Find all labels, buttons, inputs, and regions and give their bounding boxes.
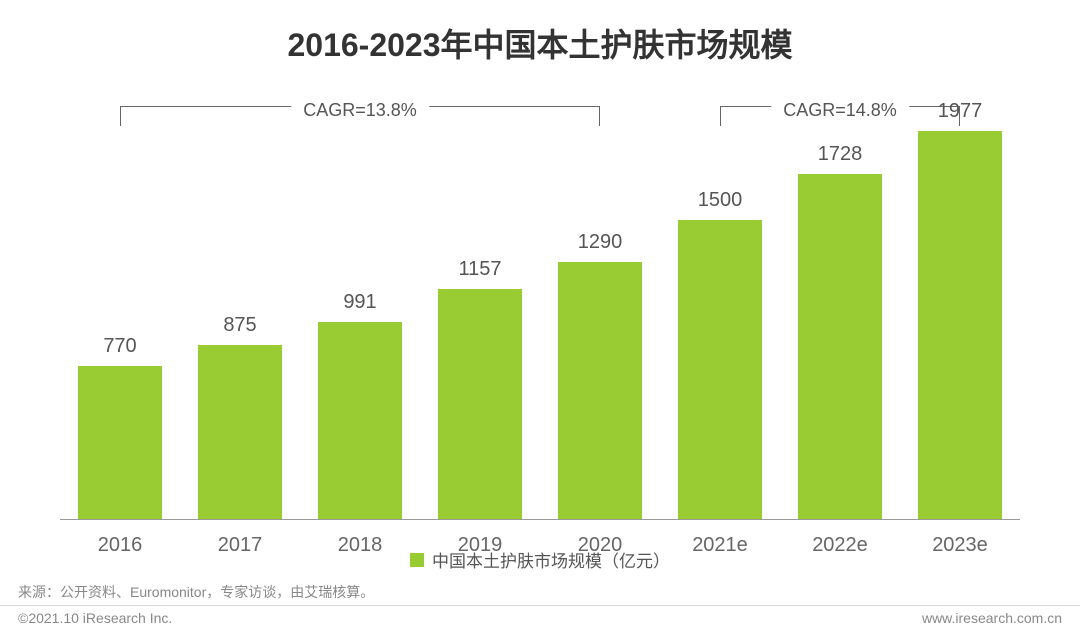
- plot-area: CAGR=13.8%CAGR=14.8% 7702016875201799120…: [60, 100, 1020, 520]
- legend-swatch: [410, 553, 424, 567]
- bar-rect: [78, 366, 162, 520]
- chart-root: 2016-2023年中国本土护肤市场规模 CAGR=13.8%CAGR=14.8…: [0, 0, 1080, 640]
- bar-slot: 15002021e: [660, 100, 780, 520]
- bar-rect: [798, 174, 882, 520]
- bar-value-label: 1728: [818, 143, 863, 166]
- bar-value-label: 1977: [938, 100, 983, 123]
- bar-rect: [918, 131, 1002, 520]
- bar-rect: [198, 345, 282, 520]
- bar-rect: [438, 289, 522, 520]
- site-url: www.iresearch.com.cn: [922, 610, 1062, 626]
- bar-value-label: 1290: [578, 231, 623, 254]
- legend-label: 中国本土护肤市场规模（亿元）: [432, 547, 670, 572]
- source-text: 来源：公开资料、Euromonitor，专家访谈，由艾瑞核算。: [18, 582, 374, 602]
- footer-rule: [0, 605, 1080, 606]
- bar-slot: 11572019: [420, 100, 540, 520]
- bar-slot: 7702016: [60, 100, 180, 520]
- chart-title: 2016-2023年中国本土护肤市场规模: [0, 0, 1080, 66]
- x-axis-line: [60, 519, 1020, 520]
- bar-value-label: 991: [343, 291, 376, 314]
- bar-rect: [678, 220, 762, 520]
- bars-container: 7702016875201799120181157201912902020150…: [60, 100, 1020, 520]
- bar-value-label: 875: [223, 314, 256, 337]
- bar-slot: 19772023e: [900, 100, 1020, 520]
- legend: 中国本土护肤市场规模（亿元）: [0, 547, 1080, 572]
- bar-slot: 8752017: [180, 100, 300, 520]
- bar-rect: [318, 322, 402, 520]
- bar-value-label: 1157: [458, 258, 501, 281]
- bar-value-label: 1500: [698, 189, 743, 212]
- bar-slot: 12902020: [540, 100, 660, 520]
- bar-slot: 17282022e: [780, 100, 900, 520]
- bar-slot: 9912018: [300, 100, 420, 520]
- copyright-text: ©2021.10 iResearch Inc.: [18, 610, 172, 626]
- bar-rect: [558, 262, 642, 520]
- bar-value-label: 770: [103, 335, 136, 358]
